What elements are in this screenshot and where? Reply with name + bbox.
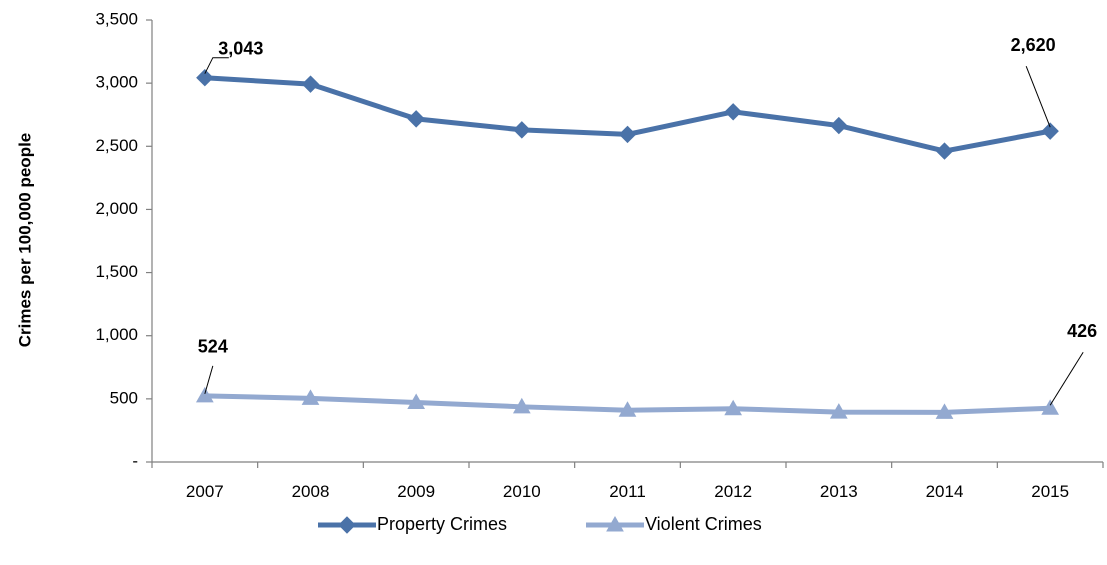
data-point	[512, 397, 531, 414]
data-point	[407, 393, 426, 410]
data-label: 2,620	[1011, 35, 1056, 55]
data-point	[196, 69, 214, 87]
legend-swatch-marker	[338, 516, 356, 534]
leader-line	[1049, 351, 1084, 406]
legend-label: Violent Crimes	[645, 514, 762, 534]
x-tick-label: 2013	[820, 482, 858, 501]
x-tick-label: 2007	[186, 482, 224, 501]
legend: Property Crimes Violent Crimes	[318, 514, 762, 534]
x-axis-ticks: 2007 2008 2009 2010 2011 2012 2013 2014 2015	[151, 462, 1104, 501]
legend-item: Property Crimes	[318, 514, 507, 534]
data-point	[724, 103, 742, 121]
data-label: 524	[198, 337, 228, 357]
y-tick-label: 2,000	[95, 199, 138, 218]
y-tick-label: 1,000	[95, 325, 138, 344]
y-axis-ticks: - 500 1,000 1,500 2,000 2,500 3,000 3,500	[95, 9, 152, 470]
y-axis-title: Crimes per 100,000 people	[15, 133, 34, 348]
data-point	[1041, 122, 1059, 140]
data-label: 3,043	[218, 38, 263, 58]
series-property-crimes	[196, 69, 1059, 160]
data-point	[935, 403, 954, 419]
legend-item: Violent Crimes	[586, 514, 762, 534]
y-tick-label: 3,500	[95, 9, 138, 28]
y-tick-label: 3,000	[95, 73, 138, 92]
x-tick-label: 2011	[609, 482, 646, 501]
data-point	[829, 403, 848, 419]
y-tick-label: -	[132, 451, 138, 470]
x-tick-label: 2012	[714, 482, 752, 501]
x-tick-label: 2009	[397, 482, 435, 501]
x-tick-label: 2008	[292, 482, 330, 501]
axes	[151, 20, 1103, 463]
leader-line	[1025, 65, 1051, 128]
data-point	[1041, 399, 1060, 415]
data-point	[301, 75, 320, 93]
y-tick-label: 1,500	[95, 262, 138, 281]
legend-swatch-marker	[606, 515, 624, 532]
data-point	[618, 125, 637, 144]
data-point	[724, 399, 743, 416]
x-tick-label: 2015	[1031, 482, 1069, 501]
y-tick-label: 2,500	[95, 136, 138, 155]
data-point	[195, 386, 214, 403]
data-point	[407, 110, 425, 128]
data-point	[935, 142, 954, 160]
legend-label: Property Crimes	[377, 514, 507, 534]
x-tick-label: 2010	[503, 482, 541, 501]
data-label: 426	[1067, 321, 1097, 341]
data-point	[513, 121, 531, 139]
leader-line	[204, 365, 214, 394]
x-tick-label: 2014	[926, 482, 964, 501]
data-annotations: 3,043 2,620 524 426	[198, 35, 1097, 406]
series-violent-crimes	[195, 386, 1060, 419]
leader-line	[204, 57, 229, 74]
data-point	[830, 116, 848, 135]
data-point	[301, 389, 320, 405]
series-layer	[195, 69, 1060, 419]
y-tick-label: 500	[110, 388, 138, 407]
data-point	[618, 401, 637, 417]
